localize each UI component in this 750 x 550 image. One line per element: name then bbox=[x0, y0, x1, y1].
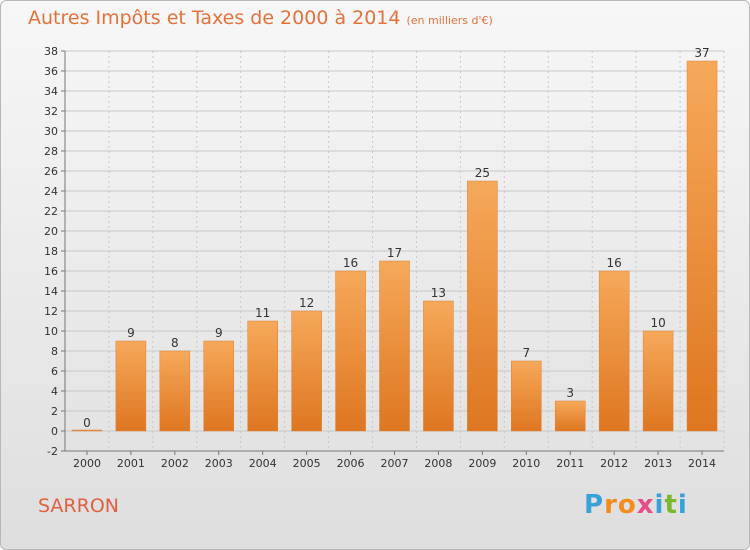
y-tick-label: -2 bbox=[47, 445, 58, 458]
bar bbox=[686, 60, 718, 432]
bar bbox=[335, 270, 366, 432]
bar bbox=[379, 260, 410, 432]
proxiti-logo[interactable]: Proxiti bbox=[584, 490, 688, 520]
logo-letter: r bbox=[604, 490, 618, 520]
x-tick-label: 2004 bbox=[249, 457, 277, 470]
logo-letter: i bbox=[677, 490, 688, 520]
y-tick-label: 24 bbox=[44, 185, 58, 198]
x-tick-label: 2001 bbox=[117, 457, 145, 470]
y-tick-label: 20 bbox=[44, 225, 58, 238]
x-tick-label: 2003 bbox=[205, 457, 233, 470]
chart-title: Autres Impôts et Taxes de 2000 à 2014 (en… bbox=[28, 7, 493, 29]
location-name: SARRON bbox=[38, 495, 119, 517]
bar bbox=[115, 340, 147, 432]
x-tick-label: 2002 bbox=[161, 457, 189, 470]
logo-letter: P bbox=[584, 490, 605, 520]
y-tick-label: 36 bbox=[44, 65, 58, 78]
y-tick-label: 4 bbox=[51, 385, 58, 398]
logo-letter: t bbox=[664, 490, 678, 520]
y-tick-label: 38 bbox=[44, 45, 58, 58]
bar bbox=[159, 350, 191, 432]
x-tick-label: 2000 bbox=[73, 457, 101, 470]
logo-letter: o bbox=[617, 490, 637, 520]
y-tick-label: 0 bbox=[51, 425, 58, 438]
bar bbox=[247, 320, 278, 432]
data-label: 3 bbox=[566, 386, 574, 400]
x-tick-label: 2013 bbox=[644, 457, 672, 470]
bar bbox=[291, 310, 322, 432]
data-label: 17 bbox=[387, 246, 402, 260]
data-label: 13 bbox=[431, 286, 446, 300]
data-label: 9 bbox=[215, 326, 223, 340]
y-tick-label: 12 bbox=[44, 305, 58, 318]
y-tick-label: 28 bbox=[44, 145, 58, 158]
x-tick-label: 2009 bbox=[468, 457, 496, 470]
data-label: 37 bbox=[694, 46, 709, 60]
y-tick-label: 18 bbox=[44, 245, 58, 258]
y-tick-label: 30 bbox=[44, 125, 58, 138]
y-tick-label: 26 bbox=[44, 165, 58, 178]
bar bbox=[71, 429, 103, 432]
x-tick-label: 2010 bbox=[512, 457, 540, 470]
data-label: 7 bbox=[522, 346, 530, 360]
chart-subtitle: (en milliers d'€) bbox=[406, 14, 493, 27]
data-label: 8 bbox=[171, 336, 179, 350]
logo-letter: i bbox=[654, 490, 665, 520]
labels: -202468101214161820222426283032343638020… bbox=[44, 45, 716, 470]
y-tick-label: 32 bbox=[44, 105, 58, 118]
y-tick-label: 22 bbox=[44, 205, 58, 218]
data-label: 10 bbox=[650, 316, 665, 330]
y-tick-label: 6 bbox=[51, 365, 58, 378]
bars bbox=[71, 60, 718, 432]
x-tick-label: 2012 bbox=[600, 457, 628, 470]
y-tick-label: 10 bbox=[44, 325, 58, 338]
bar bbox=[467, 180, 498, 432]
x-tick-label: 2011 bbox=[556, 457, 584, 470]
data-label: 25 bbox=[475, 166, 490, 180]
x-tick-label: 2006 bbox=[337, 457, 365, 470]
bar bbox=[598, 270, 630, 432]
axes bbox=[61, 50, 724, 455]
chart-title-text: Autres Impôts et Taxes de 2000 à 2014 bbox=[28, 7, 401, 29]
data-label: 11 bbox=[255, 306, 270, 320]
logo-letter: x bbox=[636, 490, 655, 520]
y-tick-label: 2 bbox=[51, 405, 58, 418]
x-tick-label: 2005 bbox=[293, 457, 321, 470]
data-label: 16 bbox=[343, 256, 358, 270]
data-label: 16 bbox=[607, 256, 622, 270]
bar bbox=[642, 330, 674, 432]
bar bbox=[423, 300, 454, 432]
y-tick-label: 34 bbox=[44, 85, 58, 98]
y-tick-label: 14 bbox=[44, 285, 58, 298]
x-tick-label: 2007 bbox=[381, 457, 409, 470]
data-label: 9 bbox=[127, 326, 135, 340]
bar bbox=[203, 340, 235, 432]
y-tick-label: 16 bbox=[44, 265, 58, 278]
data-label: 12 bbox=[299, 296, 314, 310]
y-tick-label: 8 bbox=[51, 345, 58, 358]
data-label: 0 bbox=[83, 416, 91, 430]
bar bbox=[554, 400, 586, 432]
x-tick-label: 2014 bbox=[688, 457, 716, 470]
bar bbox=[511, 360, 542, 432]
x-tick-label: 2008 bbox=[424, 457, 452, 470]
